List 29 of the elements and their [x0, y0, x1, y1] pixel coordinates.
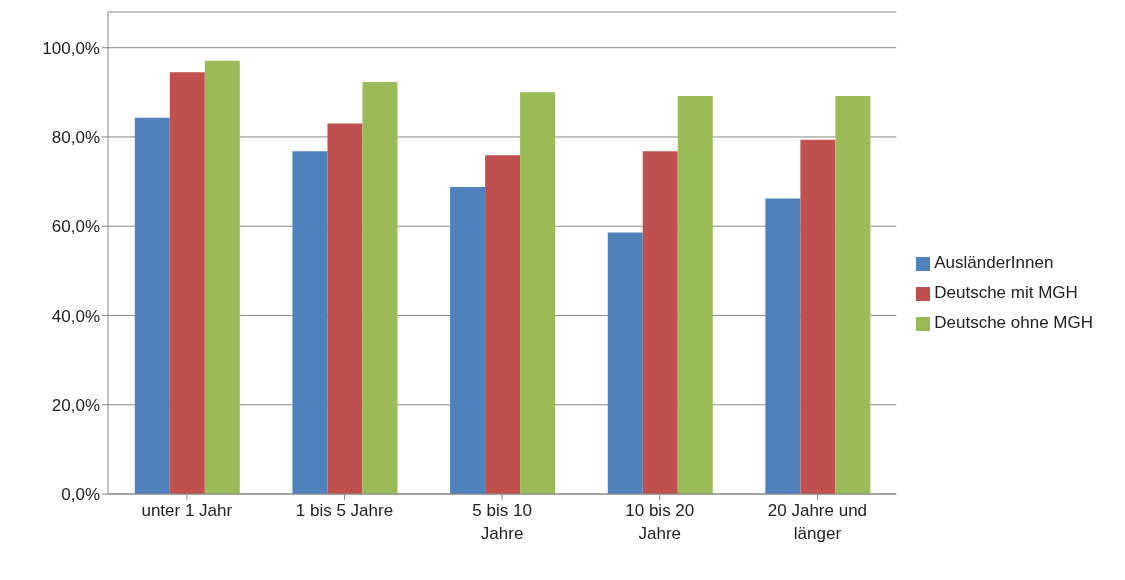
bar [800, 139, 836, 494]
y-tick-label: 100,0% [42, 38, 100, 58]
legend-label: AusländerInnen [934, 253, 1054, 272]
bar [835, 95, 871, 494]
bar [327, 123, 363, 494]
bar [677, 95, 713, 494]
y-tick-label: 60,0% [51, 217, 100, 237]
bar [292, 151, 328, 494]
y-tick-label: 0,0% [61, 485, 100, 505]
bar [485, 155, 521, 494]
bar [607, 232, 643, 494]
legend-label: Deutsche mit MGH [934, 283, 1078, 302]
bar [169, 72, 205, 494]
x-tick-label: 10 bis 20 Jahre [625, 501, 695, 543]
bar [642, 151, 678, 494]
y-tick-label: 80,0% [51, 128, 100, 147]
x-tick-label: 20 Jahre und länger [767, 501, 868, 543]
x-tick-label: 1 bis 5 Jahre [295, 501, 394, 520]
y-tick-label: 20,0% [51, 395, 100, 415]
x-tick-label: 5 bis 10 Jahre [472, 501, 532, 543]
bar [520, 92, 556, 494]
bar [134, 117, 170, 494]
y-tick-label: 40,0% [51, 306, 100, 326]
bar [204, 60, 240, 494]
legend-label: Deutsche ohne MGH [934, 313, 1093, 332]
bar [450, 186, 486, 494]
bar [765, 198, 801, 494]
bar [362, 82, 398, 494]
x-tick-label: unter 1 Jahr [141, 501, 233, 520]
